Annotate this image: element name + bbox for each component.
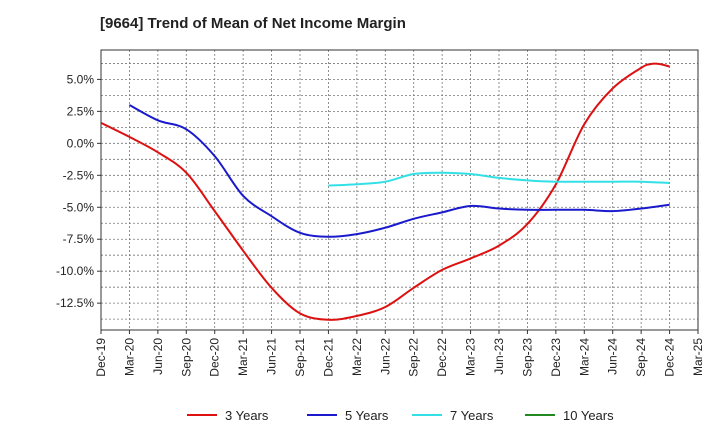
y-tick-label: -7.5% [63,232,95,246]
y-tick-label: -5.0% [63,200,95,214]
x-tick-label: Dec-24 [663,338,677,377]
y-tick-label: 5.0% [67,72,95,86]
x-tick-label: Jun-22 [378,338,392,375]
x-tick-label: Sep-20 [179,338,193,377]
x-tick-label: Dec-20 [208,338,222,377]
grid-lines [101,50,698,330]
legend-label-5-years: 5 Years [345,408,389,423]
x-tick-label: Jun-20 [151,338,165,375]
x-tick-label: Dec-23 [549,338,563,377]
legend-label-3-years: 3 Years [225,408,269,423]
x-tick-label: Mar-21 [236,338,250,376]
series-line-5-years [128,104,670,238]
x-tick-label: Sep-21 [293,338,307,377]
y-tick-label: 2.5% [67,104,95,118]
y-tick-labels: 5.0% 2.5% 0.0% -2.5% -5.0% -7.5% -10.0% -12.5% [56,72,94,310]
legend: 3 Years 5 Years 7 Years 10 Years [187,408,614,423]
x-tick-label: Jun-24 [606,338,620,375]
x-tick-label: Mar-20 [122,338,136,376]
series-line-3-years [100,62,670,321]
y-tick-label: 0.0% [67,136,95,150]
x-tick-label: Mar-23 [464,338,478,376]
x-tick-label: Mar-24 [577,338,591,376]
x-tick-label: Sep-24 [634,338,648,377]
x-tick-label: Dec-19 [94,338,108,377]
x-tick-label: Mar-22 [350,338,364,376]
x-tick-label: Sep-23 [520,338,534,377]
x-tick-label: Jun-21 [265,338,279,375]
x-tick-label: Dec-21 [321,338,335,377]
series-lines [100,62,670,321]
chart-title: [9664] Trend of Mean of Net Income Margi… [100,15,406,32]
x-tick-labels: Dec-19 Mar-20 Jun-20 Sep-20 Dec-20 Mar-21 Jun-… [94,338,705,377]
series-line-7-years [328,171,670,187]
y-tick-label: -10.0% [56,264,94,278]
x-tick-label: Dec-22 [435,338,449,377]
y-tick-label: -2.5% [63,168,95,182]
x-tick-label: Jun-23 [492,338,506,375]
x-tick-label: Mar-25 [691,338,705,376]
axes [97,49,699,334]
legend-label-7-years: 7 Years [450,408,494,423]
x-tick-label: Sep-22 [407,338,421,377]
legend-label-10-years: 10 Years [563,408,614,423]
plot-border [100,49,699,331]
y-tick-label: -12.5% [56,296,94,310]
